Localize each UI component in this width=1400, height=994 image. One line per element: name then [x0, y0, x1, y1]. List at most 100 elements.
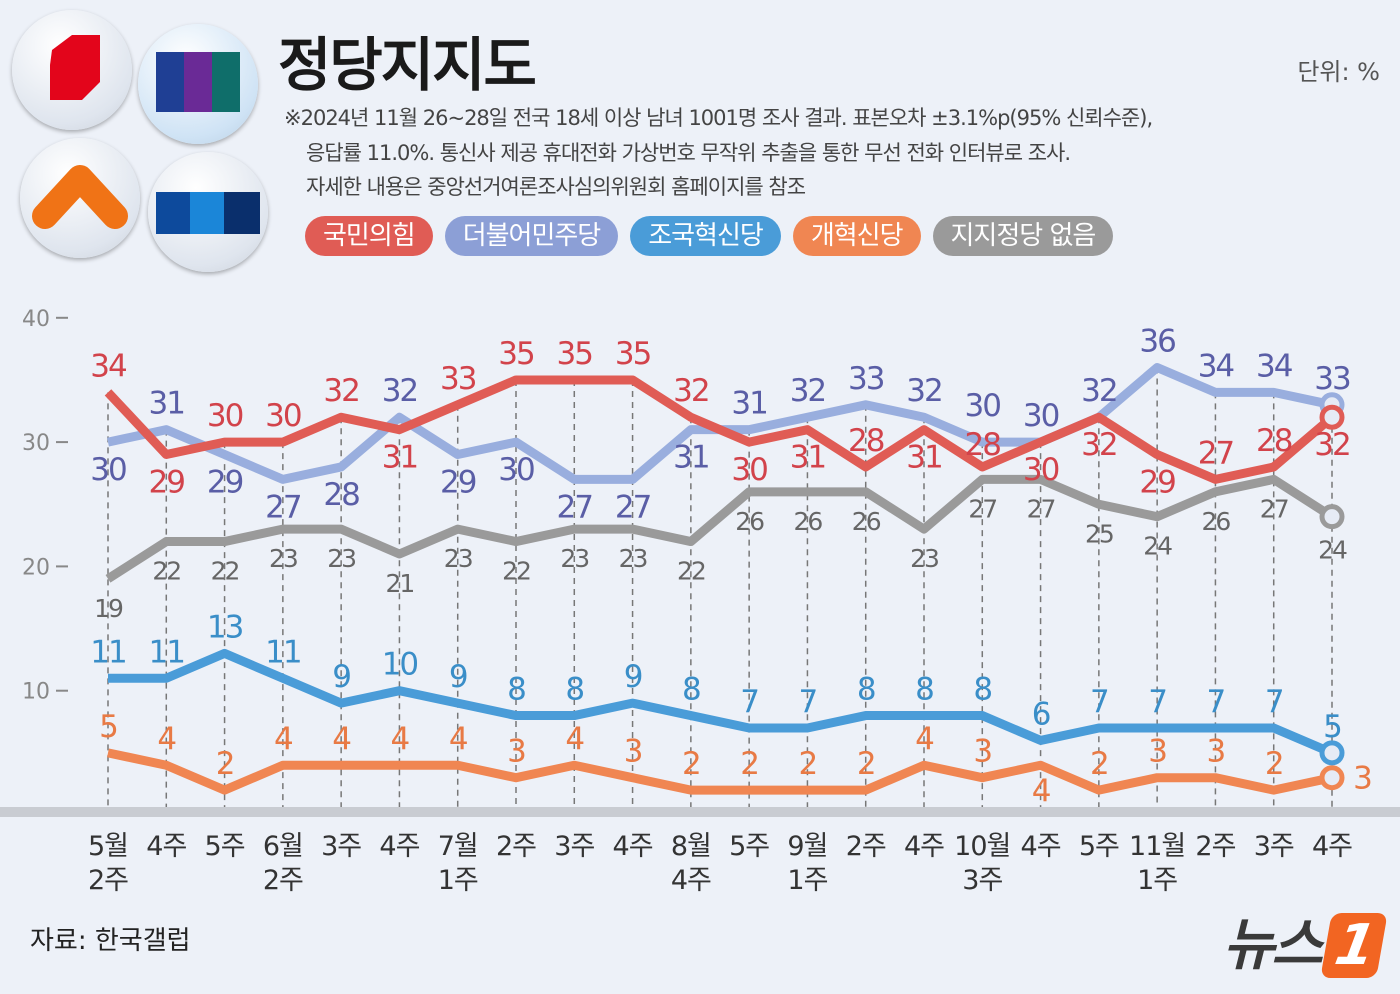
data-label: 30 — [207, 398, 243, 434]
x-tick-label: 6월 — [263, 831, 303, 862]
data-label: 36 — [1139, 324, 1175, 360]
y-tick-label: 30 — [22, 431, 50, 456]
data-label: 7 — [1265, 684, 1283, 720]
legend-democratic: 더불어민주당 — [444, 216, 619, 256]
data-label: 28 — [848, 423, 884, 459]
reform-party-logo — [20, 138, 140, 258]
data-label: 23 — [444, 544, 472, 573]
data-label: 8 — [973, 672, 991, 708]
x-tick-label: 4주 — [1021, 831, 1061, 862]
x-tick-label: 10월 — [954, 831, 1010, 862]
data-label: 30 — [731, 452, 767, 488]
data-label: 22 — [152, 557, 180, 586]
data-label: 11 — [90, 634, 125, 670]
data-label: 23 — [269, 544, 297, 573]
data-label: 8 — [682, 672, 700, 708]
data-label: 9 — [624, 659, 642, 695]
x-tick-label: 9월 — [787, 831, 827, 862]
data-label: 3 — [1148, 734, 1166, 770]
data-label: 7 — [1207, 684, 1225, 720]
x-tick-label: 3주 — [1254, 831, 1294, 862]
data-label: 32 — [323, 373, 358, 409]
data-label: 32 — [790, 373, 825, 409]
data-label: 31 — [382, 440, 417, 476]
data-label: 3 — [507, 734, 525, 770]
data-label: 30 — [498, 452, 534, 488]
ppp-logo — [12, 10, 132, 130]
data-label: 23 — [327, 544, 355, 573]
data-label: 22 — [211, 557, 239, 586]
series-end-marker — [1319, 404, 1345, 430]
legend-no-party: 지지정당 없음 — [932, 216, 1114, 256]
data-label: 4 — [565, 721, 583, 757]
data-label: 30 — [90, 452, 126, 488]
survey-note-1: ※2024년 11월 26~28일 전국 18세 이상 남녀 1001명 조사 … — [284, 106, 1153, 130]
x-tick-label: 4주 — [379, 831, 419, 862]
data-label: 30 — [1023, 452, 1059, 488]
data-label: 24 — [1143, 532, 1172, 561]
data-label: 2 — [799, 746, 817, 782]
data-label: 2 — [216, 746, 234, 782]
data-label: 32 — [1314, 427, 1349, 463]
legend: 국민의힘 더불어민주당 조국혁신당 개혁신당 지지정당 없음 — [305, 216, 1114, 256]
legend-reform: 개혁신당 — [792, 216, 921, 256]
x-tick-label: 1주 — [438, 865, 478, 896]
data-label: 10 — [382, 647, 418, 683]
data-label: 30 — [965, 388, 1001, 424]
x-tick-label: 4주 — [613, 831, 653, 862]
data-label: 32 — [673, 373, 708, 409]
x-tick-label: 4주 — [671, 865, 711, 896]
data-label: 31 — [673, 440, 708, 476]
data-label: 29 — [1139, 465, 1175, 501]
data-label: 4 — [391, 721, 409, 757]
data-label: 23 — [560, 544, 588, 573]
series-line-3 — [107, 748, 1333, 795]
democratic-party-logo — [138, 24, 258, 144]
data-label: 27 — [1027, 494, 1055, 523]
y-tick-label: 10 — [22, 680, 50, 705]
data-label: 28 — [965, 427, 1001, 463]
x-tick-label: 2주 — [88, 865, 128, 896]
data-label: 4 — [274, 721, 292, 757]
data-label: 33 — [1314, 361, 1350, 397]
data-label: 33 — [848, 361, 884, 397]
data-label: 2 — [857, 746, 875, 782]
data-label: 8 — [857, 672, 875, 708]
data-label: 26 — [1202, 507, 1231, 536]
data-label: 35 — [615, 336, 651, 372]
data-label: 31 — [731, 386, 766, 422]
x-tick-label: 2주 — [263, 865, 303, 896]
data-label: 26 — [794, 507, 823, 536]
news1-logo: 뉴스 1 — [1223, 900, 1388, 981]
data-label: 13 — [207, 609, 243, 645]
data-label: 2 — [740, 746, 758, 782]
rebuilding-korea-party-logo — [148, 152, 268, 272]
x-tick-label: 4주 — [146, 831, 186, 862]
x-tick-label: 7월 — [438, 831, 478, 862]
x-tick-label: 11월 — [1129, 831, 1185, 862]
data-label: 4 — [915, 721, 933, 757]
data-label: 29 — [207, 465, 243, 501]
data-label: 35 — [498, 336, 534, 372]
data-label: 9 — [332, 659, 350, 695]
x-axis-line — [0, 807, 1400, 817]
x-tick-label: 2주 — [496, 831, 536, 862]
data-label: 24 — [1318, 536, 1347, 565]
data-label: 26 — [852, 507, 881, 536]
x-tick-label: 1주 — [787, 865, 827, 896]
data-label: 34 — [90, 348, 126, 384]
data-label: 27 — [968, 494, 996, 523]
data-label: 32 — [382, 373, 417, 409]
data-label: 8 — [565, 672, 583, 708]
x-tick-label: 2주 — [846, 831, 886, 862]
data-label: 27 — [1198, 435, 1234, 471]
data-label: 4 — [1032, 773, 1050, 809]
x-tick-label: 2주 — [1195, 831, 1235, 862]
data-label: 5 — [1323, 709, 1341, 745]
survey-note-3: 자세한 내용은 중앙선거여론조사심의위원회 홈페이지를 참조 — [306, 175, 806, 199]
data-label: 4 — [332, 721, 350, 757]
data-label: 26 — [735, 507, 764, 536]
legend-rebuilding-korea: 조국혁신당 — [630, 216, 781, 256]
data-label: 31 — [906, 440, 941, 476]
